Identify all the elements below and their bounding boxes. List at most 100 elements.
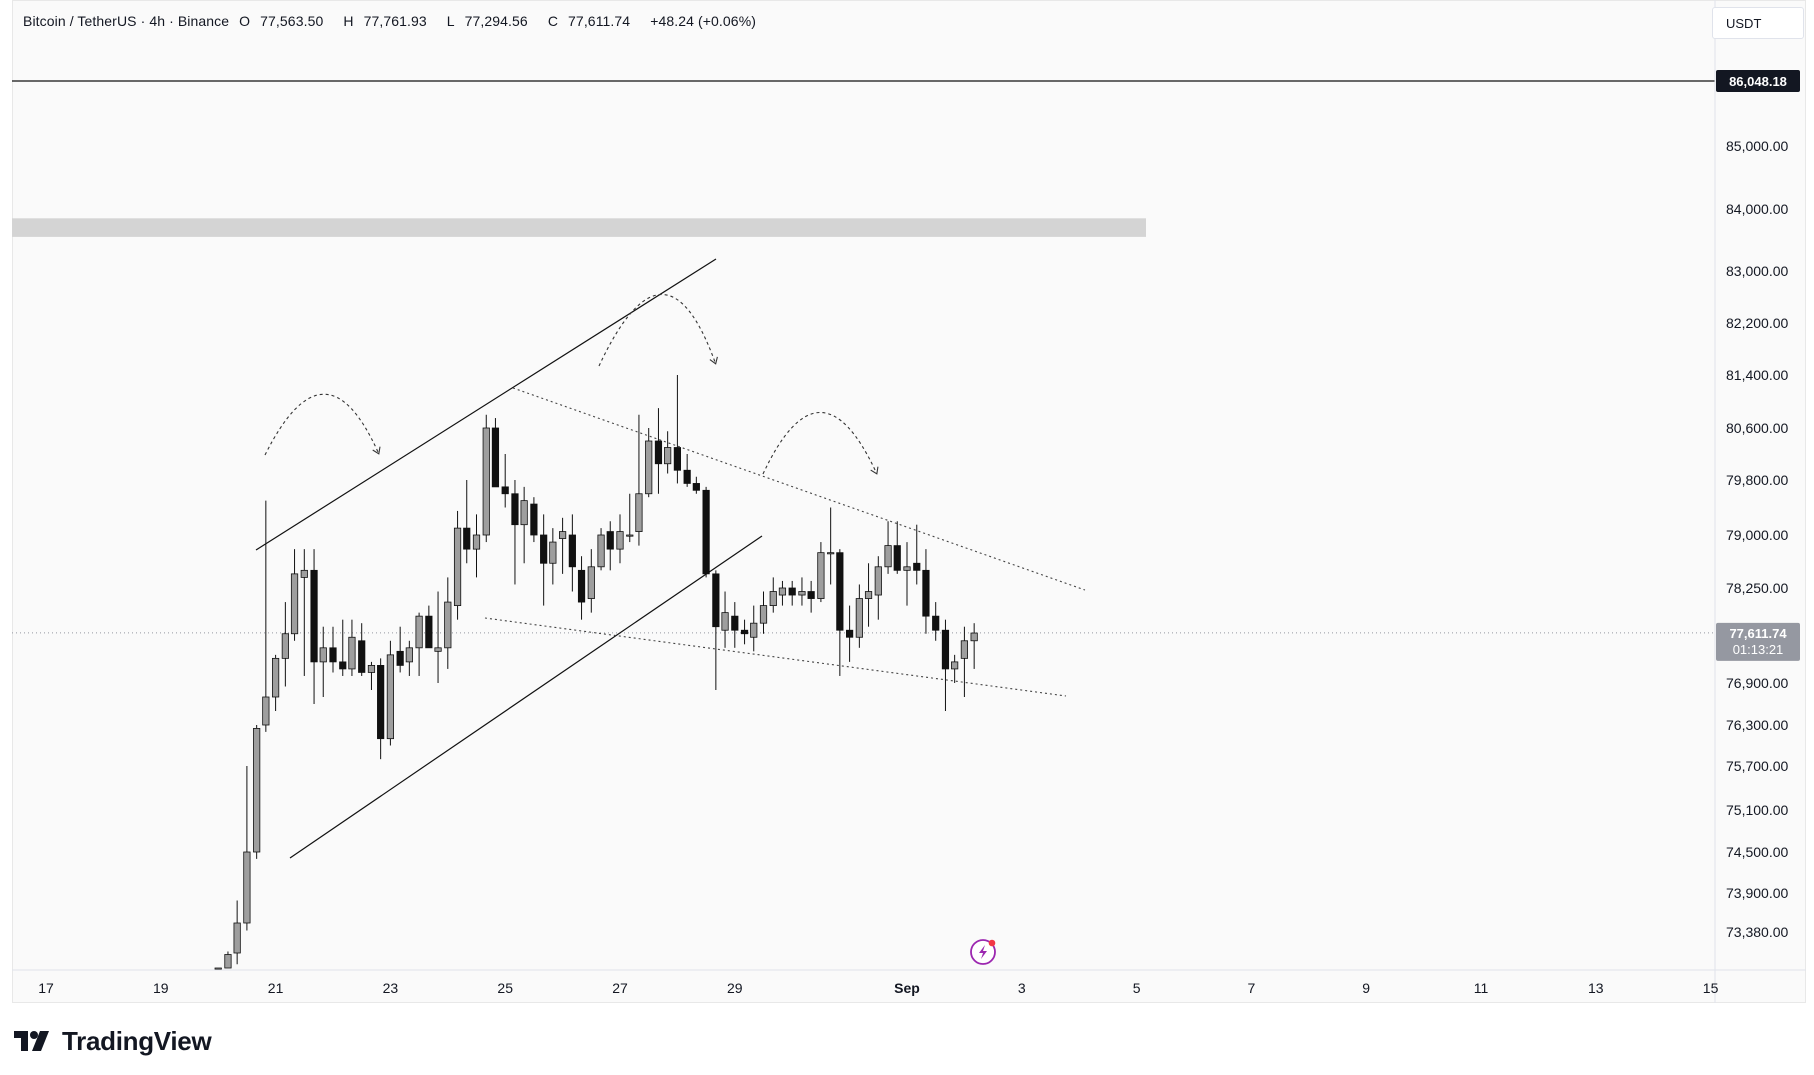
candle[interactable]	[855, 598, 863, 638]
channel-upper-line[interactable]	[255, 258, 717, 551]
candle[interactable]	[683, 469, 691, 484]
candle[interactable]	[559, 531, 567, 539]
candle[interactable]	[740, 629, 749, 635]
candle[interactable]	[243, 851, 251, 924]
arc-arrow-3[interactable]	[762, 412, 879, 475]
candle[interactable]	[874, 566, 882, 596]
candle[interactable]	[759, 605, 768, 624]
candle[interactable]	[597, 534, 605, 568]
resistance-zone[interactable]	[12, 218, 1146, 237]
candle[interactable]	[587, 566, 595, 599]
candle[interactable]	[884, 545, 892, 568]
candle[interactable]	[769, 591, 777, 606]
wedge-upper-line[interactable]	[512, 387, 1086, 591]
candle[interactable]	[577, 569, 586, 603]
candle[interactable]	[224, 954, 232, 969]
chart-area[interactable]	[12, 0, 1806, 1003]
candle[interactable]	[233, 922, 241, 954]
candle[interactable]	[731, 615, 739, 631]
arc-arrow-1[interactable]	[264, 393, 381, 456]
symbol-title[interactable]: Bitcoin / TetherUS · 4h · Binance	[23, 13, 230, 29]
candle[interactable]	[540, 534, 548, 564]
candle[interactable]	[339, 661, 347, 670]
candle[interactable]	[290, 573, 299, 635]
candle[interactable]	[453, 527, 462, 606]
candle[interactable]	[893, 545, 901, 571]
candle[interactable]	[721, 612, 729, 631]
candle[interactable]	[358, 640, 366, 673]
candle[interactable]	[702, 489, 710, 575]
price-tick-label: 80,600.00	[1726, 420, 1788, 436]
lightning-event-icon[interactable]	[970, 939, 996, 965]
candle[interactable]	[319, 647, 327, 663]
candle[interactable]	[807, 591, 815, 599]
candle[interactable]	[941, 629, 950, 670]
candle[interactable]	[635, 493, 643, 532]
candle[interactable]	[434, 647, 442, 652]
candle[interactable]	[262, 696, 270, 726]
candle[interactable]	[903, 566, 911, 571]
candle[interactable]	[463, 527, 471, 550]
candle[interactable]	[511, 493, 519, 526]
arc-arrow-2[interactable]	[598, 293, 718, 367]
candle[interactable]	[415, 615, 423, 649]
candle[interactable]	[922, 569, 930, 617]
candle[interactable]	[214, 967, 222, 970]
candle[interactable]	[405, 647, 413, 663]
candle[interactable]	[568, 534, 576, 568]
candle[interactable]	[491, 427, 500, 488]
candle[interactable]	[932, 615, 940, 631]
symbol-legend[interactable]: Bitcoin / TetherUS · 4h · Binance O 77,563…	[23, 13, 766, 29]
candle[interactable]	[827, 552, 835, 555]
candle[interactable]	[970, 632, 978, 642]
candle[interactable]	[951, 661, 959, 670]
candle[interactable]	[712, 573, 720, 628]
candle[interactable]	[482, 427, 490, 536]
candle[interactable]	[530, 503, 538, 536]
tradingview-logo-icon	[14, 1031, 49, 1051]
candle[interactable]	[549, 541, 557, 564]
candle[interactable]	[520, 500, 528, 526]
candle[interactable]	[367, 665, 376, 673]
candle[interactable]	[664, 447, 672, 465]
candle[interactable]	[377, 665, 385, 740]
candle[interactable]	[472, 534, 481, 550]
candle[interactable]	[645, 440, 653, 495]
candle[interactable]	[864, 591, 873, 599]
candle[interactable]	[817, 552, 825, 599]
candle[interactable]	[750, 622, 758, 638]
candle[interactable]	[396, 650, 404, 666]
candle[interactable]	[673, 447, 682, 471]
candle[interactable]	[778, 587, 787, 596]
wedge-lower-line[interactable]	[484, 617, 1067, 697]
candle[interactable]	[616, 531, 624, 550]
candle[interactable]	[425, 615, 433, 649]
candle[interactable]	[281, 633, 289, 659]
candle[interactable]	[846, 629, 854, 638]
candle[interactable]	[271, 657, 280, 698]
candle[interactable]	[348, 636, 356, 670]
candle[interactable]	[836, 552, 844, 631]
currency-button[interactable]: USDT	[1712, 7, 1804, 39]
resistance-price-tag: 86,048.18	[1716, 70, 1800, 92]
candle[interactable]	[913, 562, 921, 571]
candle[interactable]	[788, 587, 796, 596]
candle[interactable]	[329, 647, 337, 663]
candle[interactable]	[386, 654, 395, 740]
candle[interactable]	[654, 440, 663, 465]
price-chart[interactable]: 85,000.00 84,000.00 83,000.00 82,200.00 81,4…	[0, 0, 1814, 1010]
close-value: C 77,611.74	[547, 13, 631, 29]
candle[interactable]	[444, 601, 452, 649]
candle[interactable]	[798, 591, 806, 596]
candle[interactable]	[501, 486, 509, 495]
candle[interactable]	[692, 483, 700, 491]
candle[interactable]	[310, 569, 318, 663]
candle[interactable]	[300, 569, 308, 578]
channel-lower-line[interactable]	[289, 535, 763, 859]
candle[interactable]	[626, 534, 634, 537]
candle[interactable]	[253, 728, 261, 853]
tradingview-brand[interactable]: TradingView	[14, 1023, 212, 1059]
time-axis-labels: 17 19 21 23 25 27 29 Sep 3 5 7 9 11 13 15	[38, 980, 1718, 996]
candle[interactable]	[606, 531, 614, 550]
candle[interactable]	[960, 640, 969, 659]
